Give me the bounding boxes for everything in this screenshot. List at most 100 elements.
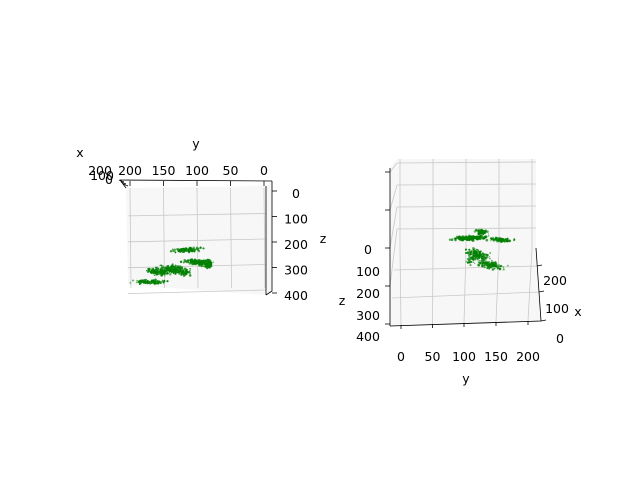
right-data-point: [466, 258, 468, 260]
left-data-point: [183, 258, 186, 262]
right-data-point: [467, 259, 470, 262]
right-data-point: [478, 253, 480, 255]
left-scatter-points: [129, 246, 214, 286]
right-z-tick-label: 300: [356, 308, 380, 323]
right-data-point: [456, 237, 459, 240]
right-data-point: [496, 239, 498, 242]
left-data-point: [135, 281, 138, 284]
left-data-point: [175, 247, 179, 251]
left-data-point: [154, 268, 157, 271]
right-data-point: [483, 266, 486, 269]
left-data-point: [160, 267, 163, 271]
left-x-tick: [120, 181, 127, 185]
right-data-point: [487, 233, 490, 235]
left-grid-line-y: [196, 187, 199, 289]
right-tick-labels: 0 50 100 150 200 0 100 200 0 100 200 300 400: [356, 242, 569, 364]
right-data-point: [470, 238, 473, 241]
right-data-point: [463, 236, 466, 239]
left-data-point: [145, 269, 148, 272]
left-data-point: [160, 280, 163, 283]
left-z-tick-label: 200: [284, 237, 308, 252]
right-data-point: [495, 263, 498, 266]
left-data-point: [202, 265, 205, 268]
left-data-point: [205, 264, 209, 268]
left-data-point: [203, 263, 206, 266]
right-data-point: [468, 262, 470, 264]
left-data-point: [192, 246, 195, 249]
left-z-tick-label: 0: [292, 186, 300, 201]
right-grid-line-z-back: [396, 205, 537, 208]
right-data-point: [499, 267, 502, 270]
left-data-point: [188, 274, 192, 277]
left-data-point: [203, 262, 205, 264]
left-z-tick-label: 100: [284, 212, 308, 227]
right-data-point: [472, 261, 474, 263]
left-data-point: [178, 268, 181, 271]
left-data-point: [203, 261, 205, 263]
left-data-point: [166, 280, 169, 283]
right-data-point: [464, 251, 468, 255]
left-data-point: [152, 280, 155, 283]
left-data-point: [183, 275, 186, 277]
right-data-point: [497, 264, 501, 267]
left-data-point: [174, 264, 177, 267]
left-data-point: [196, 248, 199, 251]
right-data-point: [488, 267, 491, 270]
right-data-point: [483, 263, 485, 265]
right-data-point: [481, 231, 484, 233]
right-data-point: [481, 237, 485, 240]
right-3d-scatter-plot: 0 50 100 150 200 0 100 200 0 100 200 300 400 x y z: [339, 159, 582, 386]
right-data-point: [491, 267, 494, 269]
right-data-point: [476, 248, 478, 251]
right-data-point: [483, 253, 485, 255]
right-data-point: [478, 258, 480, 260]
left-data-point: [169, 272, 172, 276]
right-data-point: [448, 238, 452, 241]
left-data-point: [209, 260, 212, 262]
right-data-point: [472, 258, 475, 261]
left-x-axis-label: x: [76, 145, 83, 160]
right-data-point: [459, 238, 462, 242]
left-data-point: [168, 271, 171, 273]
left-data-point: [178, 266, 181, 269]
right-data-point: [476, 235, 479, 238]
left-data-point: [150, 269, 153, 273]
right-grid-line-z-side: [389, 162, 398, 173]
left-data-point: [197, 250, 201, 253]
left-data-point: [169, 266, 171, 269]
left-data-point: [152, 271, 155, 274]
left-data-point: [196, 259, 198, 261]
left-data-point: [131, 279, 135, 282]
right-data-point: [482, 251, 484, 253]
left-data-point: [208, 262, 211, 264]
right-data-point: [503, 238, 506, 241]
left-data-point: [206, 258, 209, 261]
left-data-point: [157, 270, 159, 273]
left-data-point: [181, 266, 184, 269]
right-data-point: [465, 260, 468, 263]
left-y-tick-label: 0: [260, 163, 268, 178]
left-data-point: [160, 270, 164, 273]
right-data-point: [468, 254, 470, 256]
left-data-point: [179, 260, 183, 264]
left-data-point: [179, 250, 182, 254]
right-data-point: [487, 266, 489, 268]
left-grid-line-z: [127, 238, 267, 243]
left-data-point: [202, 247, 205, 250]
right-data-point: [502, 266, 505, 268]
left-data-point: [177, 271, 181, 274]
right-x-tick: [538, 290, 545, 293]
right-data-point: [474, 228, 478, 232]
left-data-point: [154, 280, 157, 283]
left-grid-line-z: [127, 213, 267, 217]
left-data-point: [139, 279, 142, 281]
right-data-point: [491, 261, 494, 265]
left-data-point: [209, 267, 211, 269]
left-side-pane: [266, 181, 272, 295]
right-y-tick-label: 50: [425, 349, 441, 364]
left-data-point: [185, 261, 188, 264]
left-data-point: [159, 271, 161, 273]
right-data-point: [513, 238, 516, 241]
right-data-point: [478, 261, 480, 264]
